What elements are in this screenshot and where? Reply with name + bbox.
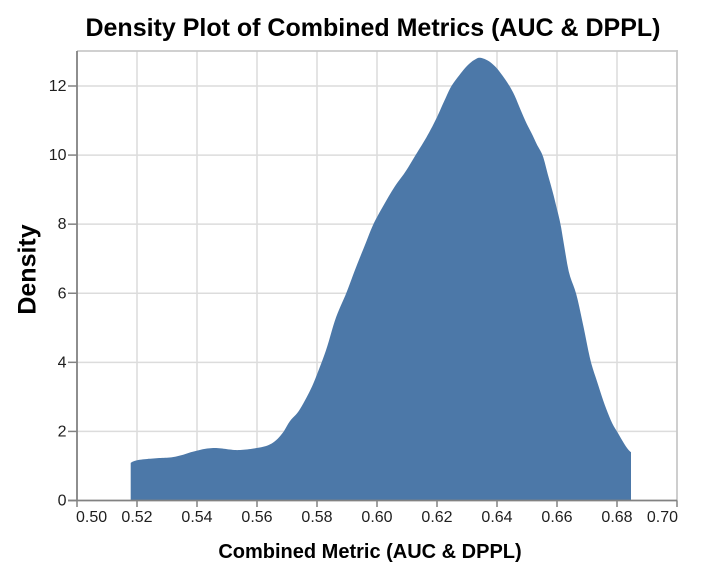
svg-text:0.64: 0.64 [481,509,512,526]
svg-text:4: 4 [58,354,67,371]
svg-text:0.58: 0.58 [301,509,332,526]
svg-text:0.66: 0.66 [541,509,572,526]
svg-text:0.50: 0.50 [76,509,107,526]
svg-text:Combined Metric (AUC & DPPL): Combined Metric (AUC & DPPL) [218,541,521,563]
svg-text:0: 0 [58,493,67,510]
svg-text:0.70: 0.70 [647,509,678,526]
svg-text:10: 10 [49,147,67,164]
svg-text:2: 2 [58,423,67,440]
svg-text:Density: Density [14,224,42,314]
svg-text:8: 8 [58,216,67,233]
svg-text:0.52: 0.52 [121,509,152,526]
svg-text:0.68: 0.68 [601,509,632,526]
svg-text:0.54: 0.54 [181,509,212,526]
svg-text:0.62: 0.62 [421,509,452,526]
svg-text:0.56: 0.56 [241,509,272,526]
svg-text:6: 6 [58,285,67,302]
svg-text:Density Plot of Combined Metri: Density Plot of Combined Metrics (AUC & … [85,14,660,42]
svg-text:12: 12 [49,78,67,95]
svg-text:0.60: 0.60 [361,509,392,526]
